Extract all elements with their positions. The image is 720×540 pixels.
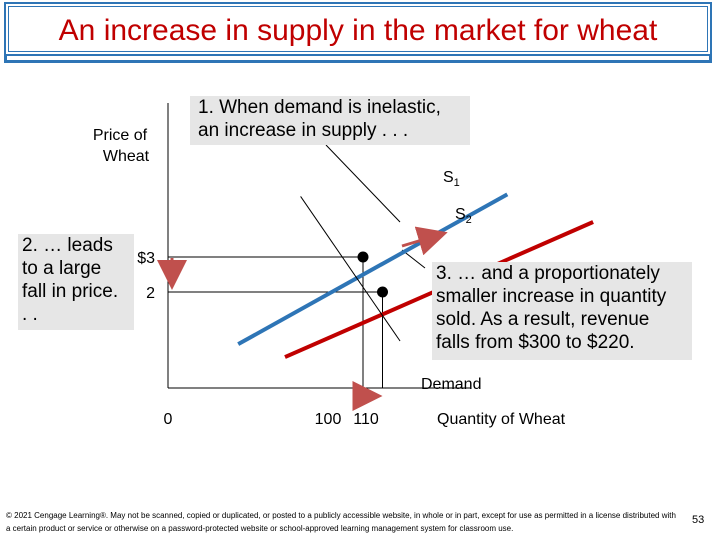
- title-frame: An increase in supply in the market for …: [4, 2, 712, 56]
- callout-price-fall-line: 2. … leads: [22, 235, 113, 256]
- y-tick-label: $3: [137, 250, 155, 267]
- callout-price-fall-line: to a large: [22, 258, 102, 279]
- title-divider: [4, 60, 712, 63]
- s1-label: S1: [443, 169, 460, 189]
- x-tick-label: 100: [315, 411, 342, 428]
- copyright-notice: © 2021 Cengage Learning®. May not be sca…: [6, 511, 676, 533]
- callout-quantity-increase-line: 3. … and a proportionately: [436, 263, 660, 284]
- callout-quantity-increase-line: falls from $300 to $220.: [436, 332, 635, 353]
- x-tick-label: 110: [353, 411, 379, 428]
- y-axis-label: Price of: [93, 127, 148, 144]
- equilibrium-point: [357, 251, 369, 263]
- callout-inelastic-demand: 1. When demand is inelastic, an increase…: [190, 96, 470, 145]
- supply-demand-chart: Price of Wheat Quantity of Wheat 0 100 110 $3 2…: [93, 103, 594, 428]
- slide-title: An increase in supply in the market for …: [58, 14, 658, 47]
- x-axis-label: Quantity of Wheat: [437, 411, 566, 428]
- demand-curve: [300, 196, 401, 342]
- x-tick-label: 0: [164, 411, 173, 428]
- callout-price-fall: 2. … leads to a large fall in price. . .: [18, 234, 134, 330]
- callout-quantity-increase-line: smaller increase in quantity: [436, 286, 667, 307]
- equilibrium-point: [377, 286, 388, 298]
- callout-price-fall-line: fall in price.: [22, 281, 119, 302]
- callout-inelastic-demand-line: 1. When demand is inelastic,: [198, 97, 441, 118]
- page-number: 53: [692, 514, 705, 526]
- supply-shift-arrow: [401, 226, 448, 256]
- callout-quantity-increase-line: sold. As a result, revenue: [436, 309, 650, 330]
- demand-label: Demand: [421, 376, 481, 393]
- title-divider-tick-left: [4, 56, 7, 63]
- title-divider-tick-right: [709, 56, 712, 63]
- s1-curve: [237, 192, 509, 346]
- y-tick-label: 2: [146, 285, 155, 302]
- callout-inelastic-demand-line: an increase in supply . . .: [198, 120, 409, 141]
- leader-line-box1: [325, 144, 401, 223]
- callout-price-fall-line: . .: [22, 304, 38, 325]
- y-axis-label: Wheat: [103, 148, 150, 165]
- callout-quantity-increase: 3. … and a proportionately smaller incre…: [432, 262, 692, 360]
